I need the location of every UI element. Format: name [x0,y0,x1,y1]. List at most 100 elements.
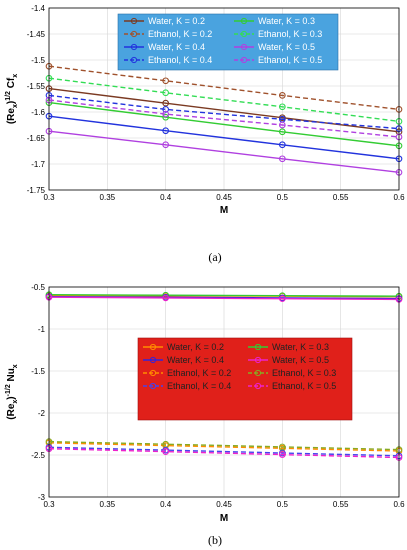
legend-label: Ethanol, K = 0.4 [148,55,212,65]
x-tick-label: 0.35 [100,500,116,509]
series-line [48,77,400,123]
series-b [45,291,403,461]
y-tick-label: -1.55 [27,82,46,91]
legend-marker [149,382,157,390]
x-ticks-b: 0.3 0.35 0.4 0.45 0.5 0.55 0.6 [43,500,405,509]
legend-label: Water, K = 0.3 [258,16,315,26]
legend-marker [130,30,138,38]
legend-label: Ethanol, K = 0.5 [258,55,322,65]
data-point [278,295,286,303]
y-tick-label: -1.4 [31,4,45,13]
data-point [162,294,170,302]
data-point [162,89,170,97]
data-point [278,128,286,136]
x-tick-label: 0.5 [277,193,289,202]
y-tick-label: -0.5 [31,283,45,292]
legend-marker [240,30,248,38]
legend-b: Water, K = 0.2 Water, K = 0.3 Water, K = 0… [137,337,353,421]
x-tick-label: 0.3 [43,500,55,509]
x-tick-label: 0.45 [216,193,232,202]
series-line [48,294,400,297]
legend-marker [240,56,248,64]
plot-frame-a [48,7,400,191]
legend-label: Ethanol, K = 0.3 [272,368,336,378]
series-line [48,87,400,133]
legend-label: Water, K = 0.4 [148,42,205,52]
legend-marker [254,343,262,351]
legend-label: Water, K = 0.5 [272,355,329,365]
data-point [162,113,170,121]
y-tick-label: -3 [38,493,46,502]
data-point [162,141,170,149]
y-tick-label: -2 [38,409,46,418]
legend-label: Ethanol, K = 0.4 [167,381,231,391]
x-tick-label: 0.3 [43,193,55,202]
y-axis-label-a: (Rex)1/2 Cfx [5,74,19,124]
y-tick-label: -1.6 [31,108,45,117]
series-line [48,130,400,173]
x-axis-label-a: M [220,205,228,216]
x-tick-label: 0.5 [277,500,289,509]
y-ticks-a: -1.75 -1.7 -1.65 -1.6 -1.55 -1.5 -1.45 -1.4 [27,4,46,195]
data-point [162,99,170,107]
y-tick-label: -1.5 [31,367,45,376]
legend-marker [149,356,157,364]
legend-label: Ethanol, K = 0.5 [272,381,336,391]
x-tick-label: 0.6 [393,193,405,202]
data-point [278,155,286,163]
data-point [278,141,286,149]
plot-frame-b [48,286,400,498]
series-line [48,99,400,138]
legend-label: Water, K = 0.4 [167,355,224,365]
panel-label-b: (b) [208,533,222,547]
x-ticks-a: 0.3 0.35 0.4 0.45 0.5 0.55 0.6 [43,193,405,202]
legend-a: Water, K = 0.2 Water, K = 0.3 Ethanol, K =… [117,13,339,71]
x-tick-label: 0.45 [216,500,232,509]
legend-marker [240,17,248,25]
legend-label: Water, K = 0.5 [258,42,315,52]
panel-b: 0.3 0.35 0.4 0.45 0.5 0.55 0.6 -3 -2.5 -2 -1.5 -1 -… [5,283,405,547]
data-point [278,103,286,111]
series-line [48,442,400,452]
legend-label: Water, K = 0.2 [148,16,205,26]
legend-label: Ethanol, K = 0.3 [258,29,322,39]
legend-label: Water, K = 0.3 [272,342,329,352]
y-tick-label: -1.7 [31,160,45,169]
series-line [48,296,400,301]
data-point [278,451,286,458]
data-point [162,106,170,113]
series-a [45,62,403,176]
series-line [48,101,400,147]
series-line [48,94,400,130]
x-axis-label-b: M [220,513,228,524]
legend-label: Water, K = 0.2 [167,342,224,352]
legend-box-a [117,13,339,71]
legend-marker [240,43,248,51]
legend-marker [149,343,157,351]
series-line [48,65,400,111]
x-tick-label: 0.55 [333,500,349,509]
legend-marker [130,56,138,64]
data-point [162,127,170,135]
x-tick-label: 0.6 [393,500,405,509]
panel-label-a: (a) [208,250,221,264]
legend-marker [254,369,262,377]
series-line [48,115,400,160]
x-tick-label: 0.35 [100,193,116,202]
y-axis-label-b: (Rex)-1/2 Nux [5,364,19,420]
y-tick-label: -2.5 [31,451,45,460]
legend-box-b [137,337,353,421]
data-point [278,121,286,129]
x-tick-label: 0.4 [160,500,172,509]
y-tick-label: -1.5 [31,56,45,65]
legend-marker [254,356,262,364]
legend-marker [254,382,262,390]
legend-marker [130,43,138,51]
data-point [278,92,286,99]
data-point [162,110,170,118]
x-tick-label: 0.4 [160,193,172,202]
data-point [162,77,170,85]
legend-marker [149,369,157,377]
y-tick-label: -1 [38,325,46,334]
